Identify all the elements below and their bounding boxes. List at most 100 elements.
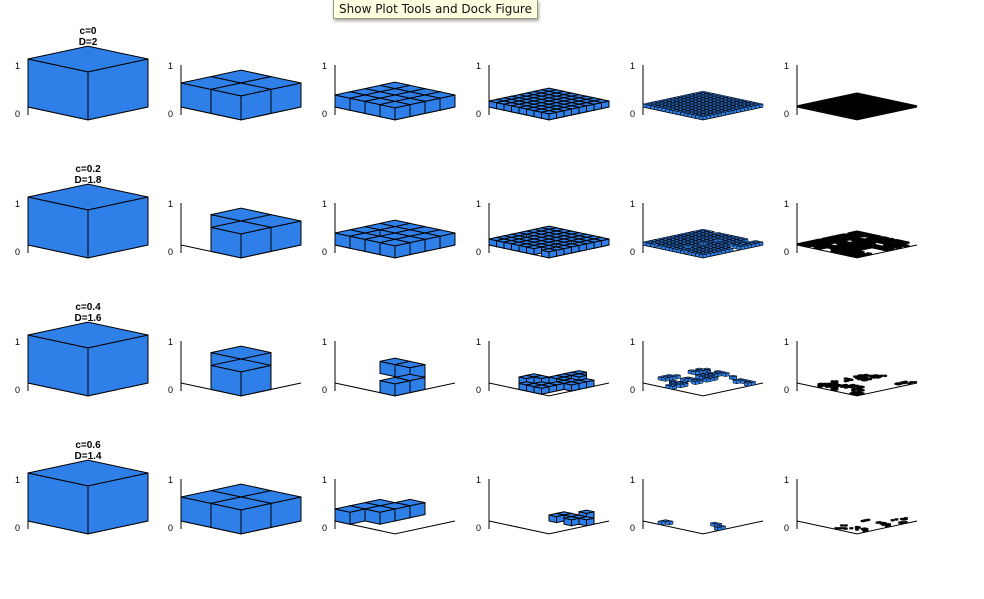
box xyxy=(899,521,905,525)
box xyxy=(796,242,801,246)
box xyxy=(379,100,411,121)
tick-label-1: 1 xyxy=(784,475,789,485)
box xyxy=(27,45,149,121)
tick-label-0: 0 xyxy=(476,523,481,533)
subplot-r0-c1: 10 xyxy=(168,61,302,121)
tick-label-1: 1 xyxy=(15,475,20,485)
box xyxy=(563,516,580,527)
tick-label-1: 1 xyxy=(322,61,327,71)
box xyxy=(364,505,396,525)
box xyxy=(548,512,565,524)
box xyxy=(875,521,880,524)
tick-label-1: 1 xyxy=(784,337,789,347)
box xyxy=(851,386,856,389)
box xyxy=(894,518,899,521)
box xyxy=(884,524,890,528)
box xyxy=(732,378,741,385)
box xyxy=(839,385,845,389)
box xyxy=(860,519,865,523)
box xyxy=(849,526,854,530)
box xyxy=(526,244,542,256)
box xyxy=(903,244,908,248)
subplot-r3-c5: 10 xyxy=(784,475,918,535)
tick-label-0: 0 xyxy=(15,385,20,395)
box xyxy=(736,244,745,251)
box xyxy=(856,377,861,381)
row-title-c: c=0.4 xyxy=(75,302,101,313)
box xyxy=(817,385,822,389)
box xyxy=(533,384,550,395)
row-title-d: D=1.6 xyxy=(75,313,102,324)
box xyxy=(860,234,865,238)
tick-label-0: 0 xyxy=(15,247,20,257)
row-title-c: c=0.6 xyxy=(75,440,101,451)
box xyxy=(862,529,867,533)
box xyxy=(913,380,918,384)
box xyxy=(849,378,854,382)
tick-label-0: 0 xyxy=(476,385,481,395)
box xyxy=(851,389,856,393)
subplot-r0-c3: 10 xyxy=(476,61,610,121)
box xyxy=(210,220,272,259)
box xyxy=(896,382,901,386)
subplot-r3-c4: 10 xyxy=(630,475,764,535)
box xyxy=(839,524,845,527)
tick-label-0: 0 xyxy=(168,109,173,119)
box xyxy=(691,370,700,376)
subplot-r3-c2: 10 xyxy=(322,475,456,535)
box xyxy=(843,386,848,389)
box xyxy=(744,381,752,387)
subplot-r3-c1: 10 xyxy=(168,475,302,535)
tick-label-1: 1 xyxy=(784,199,789,209)
tick-label-1: 1 xyxy=(168,337,173,347)
tooltip: Show Plot Tools and Dock Figure xyxy=(333,0,538,19)
subplot-r0-c4: 10 xyxy=(630,61,764,121)
box xyxy=(665,520,674,526)
tick-label-0: 0 xyxy=(168,523,173,533)
box xyxy=(907,382,912,385)
box xyxy=(578,516,595,527)
tick-label-1: 1 xyxy=(630,337,635,347)
tick-label-0: 0 xyxy=(784,385,789,395)
box xyxy=(858,389,863,393)
box xyxy=(563,381,580,392)
box xyxy=(824,385,830,389)
box xyxy=(854,117,860,121)
subplot-r0-c2: 10 xyxy=(322,61,456,121)
box xyxy=(881,523,886,527)
box xyxy=(702,377,711,383)
subplot-r2-c4: 10 xyxy=(630,337,764,397)
tick-label-0: 0 xyxy=(322,109,327,119)
box xyxy=(884,248,890,252)
tick-label-1: 1 xyxy=(476,475,481,485)
tick-label-0: 0 xyxy=(168,247,173,257)
tick-label-1: 1 xyxy=(168,61,173,71)
subplot-r2-c2: 10 xyxy=(322,337,456,397)
subplot-r0-c0: 1 0 c=0D=2 xyxy=(15,26,149,121)
tick-label-0: 0 xyxy=(322,385,327,395)
row-title-d: D=2 xyxy=(79,37,98,48)
box xyxy=(650,242,659,248)
box xyxy=(903,520,908,524)
box xyxy=(699,252,707,259)
box xyxy=(657,520,666,526)
box xyxy=(680,248,689,255)
tick-label-1: 1 xyxy=(476,337,481,347)
box xyxy=(901,381,906,385)
box xyxy=(854,255,860,259)
box xyxy=(210,82,272,121)
subplot-r3-c3: 10 xyxy=(476,475,610,535)
tick-label-1: 1 xyxy=(15,199,20,209)
box xyxy=(691,379,700,385)
box xyxy=(806,244,811,248)
box xyxy=(868,252,873,256)
box xyxy=(896,246,901,250)
tick-label-1: 1 xyxy=(322,337,327,347)
box xyxy=(854,528,860,531)
tick-label-0: 0 xyxy=(630,385,635,395)
box xyxy=(379,376,411,397)
tick-label-0: 0 xyxy=(476,247,481,257)
box xyxy=(901,518,906,521)
box xyxy=(541,248,557,259)
subplot-r2-c5: 10 xyxy=(784,337,918,397)
